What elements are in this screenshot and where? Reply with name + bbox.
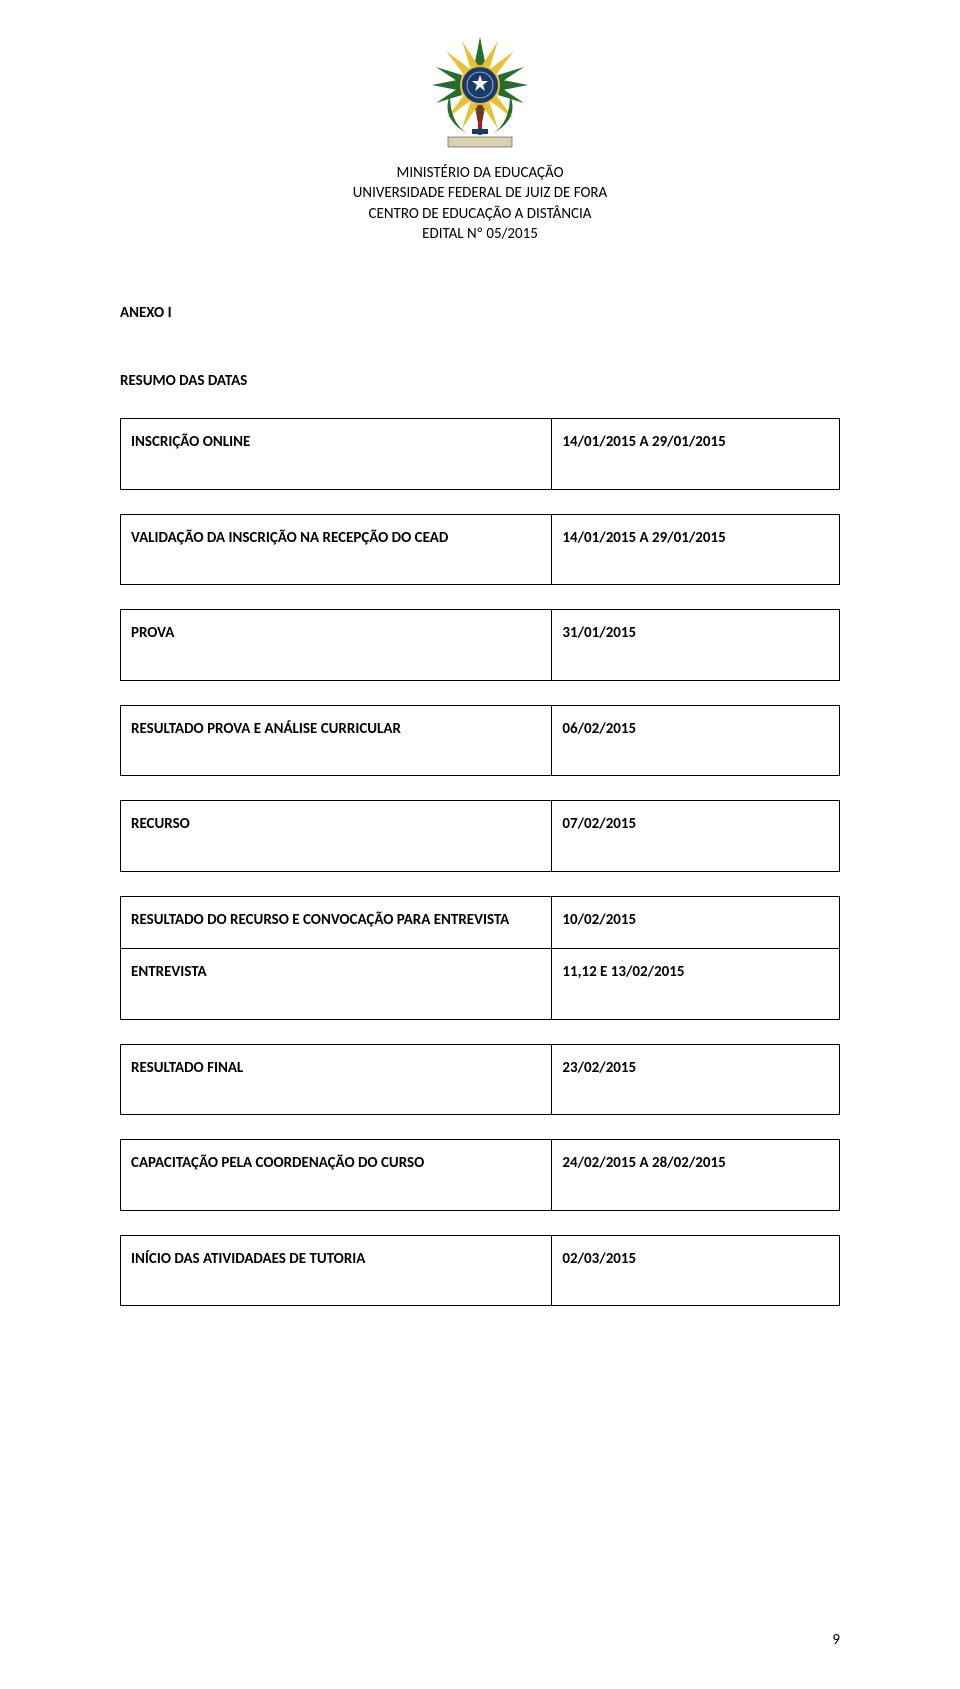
schedule-table: CAPACITAÇÃO PELA COORDENAÇÃO DO CURSO24/…: [120, 1139, 840, 1211]
header-line-ministry: MINISTÉRIO DA EDUCAÇÃO: [120, 163, 840, 183]
schedule-date: 07/02/2015: [552, 801, 840, 872]
table-row: INÍCIO DAS ATIVIDADAES DE TUTORIA02/03/2…: [121, 1235, 840, 1306]
summary-title: RESUMO DAS DATAS: [120, 372, 840, 390]
schedule-table: VALIDAÇÃO DA INSCRIÇÃO NA RECEPÇÃO DO CE…: [120, 514, 840, 586]
schedule-date: 14/01/2015 A 29/01/2015: [552, 514, 840, 585]
schedule-table: INSCRIÇÃO ONLINE14/01/2015 A 29/01/2015: [120, 418, 840, 490]
table-row: RESULTADO PROVA E ANÁLISE CURRICULAR06/0…: [121, 705, 840, 776]
schedule-label: INÍCIO DAS ATIVIDADAES DE TUTORIA: [121, 1235, 552, 1306]
schedule-label: ENTREVISTA: [121, 949, 552, 1020]
schedule-label: RESULTADO PROVA E ANÁLISE CURRICULAR: [121, 705, 552, 776]
header-line-edital: EDITAL Nº 05/2015: [120, 224, 840, 244]
schedule-table: RESULTADO DO RECURSO E CONVOCAÇÃO PARA E…: [120, 896, 840, 1020]
schedule-date: 14/01/2015 A 29/01/2015: [552, 419, 840, 490]
schedule-date: 06/02/2015: [552, 705, 840, 776]
table-row: PROVA31/01/2015: [121, 610, 840, 681]
header-text-block: MINISTÉRIO DA EDUCAÇÃO UNIVERSIDADE FEDE…: [120, 163, 840, 244]
table-row: VALIDAÇÃO DA INSCRIÇÃO NA RECEPÇÃO DO CE…: [121, 514, 840, 585]
schedule-date: 11,12 E 13/02/2015: [552, 949, 840, 1020]
schedule-label: CAPACITAÇÃO PELA COORDENAÇÃO DO CURSO: [121, 1140, 552, 1211]
schedule-table: RESULTADO PROVA E ANÁLISE CURRICULAR06/0…: [120, 705, 840, 777]
table-row: ENTREVISTA11,12 E 13/02/2015: [121, 949, 840, 1020]
schedule-label: RESULTADO DO RECURSO E CONVOCAÇÃO PARA E…: [121, 896, 552, 949]
schedule-table: PROVA31/01/2015: [120, 609, 840, 681]
national-emblem-icon: [420, 30, 540, 155]
table-row: CAPACITAÇÃO PELA COORDENAÇÃO DO CURSO24/…: [121, 1140, 840, 1211]
schedule-date: 10/02/2015: [552, 896, 840, 949]
schedule-date: 23/02/2015: [552, 1044, 840, 1115]
table-row: INSCRIÇÃO ONLINE14/01/2015 A 29/01/2015: [121, 419, 840, 490]
annex-label: ANEXO I: [120, 304, 840, 322]
schedule-table: RESULTADO FINAL23/02/2015: [120, 1044, 840, 1116]
table-row: RESULTADO DO RECURSO E CONVOCAÇÃO PARA E…: [121, 896, 840, 949]
schedule-label: PROVA: [121, 610, 552, 681]
schedule-label: RESULTADO FINAL: [121, 1044, 552, 1115]
schedule-table: RECURSO07/02/2015: [120, 800, 840, 872]
schedule-table: INÍCIO DAS ATIVIDADAES DE TUTORIA02/03/2…: [120, 1235, 840, 1307]
schedule-label: VALIDAÇÃO DA INSCRIÇÃO NA RECEPÇÃO DO CE…: [121, 514, 552, 585]
schedule-date: 02/03/2015: [552, 1235, 840, 1306]
schedule-label: RECURSO: [121, 801, 552, 872]
schedule-date: 31/01/2015: [552, 610, 840, 681]
header-line-center: CENTRO DE EDUCAÇÃO A DISTÂNCIA: [120, 204, 840, 224]
schedule-date: 24/02/2015 A 28/02/2015: [552, 1140, 840, 1211]
document-page: MINISTÉRIO DA EDUCAÇÃO UNIVERSIDADE FEDE…: [0, 0, 960, 1689]
header-line-university: UNIVERSIDADE FEDERAL DE JUIZ DE FORA: [120, 183, 840, 203]
schedule-label: INSCRIÇÃO ONLINE: [121, 419, 552, 490]
table-row: RECURSO07/02/2015: [121, 801, 840, 872]
document-header: MINISTÉRIO DA EDUCAÇÃO UNIVERSIDADE FEDE…: [120, 30, 840, 244]
page-number: 9: [832, 1631, 840, 1649]
table-row: RESULTADO FINAL23/02/2015: [121, 1044, 840, 1115]
tables-container: INSCRIÇÃO ONLINE14/01/2015 A 29/01/2015V…: [120, 418, 840, 1306]
